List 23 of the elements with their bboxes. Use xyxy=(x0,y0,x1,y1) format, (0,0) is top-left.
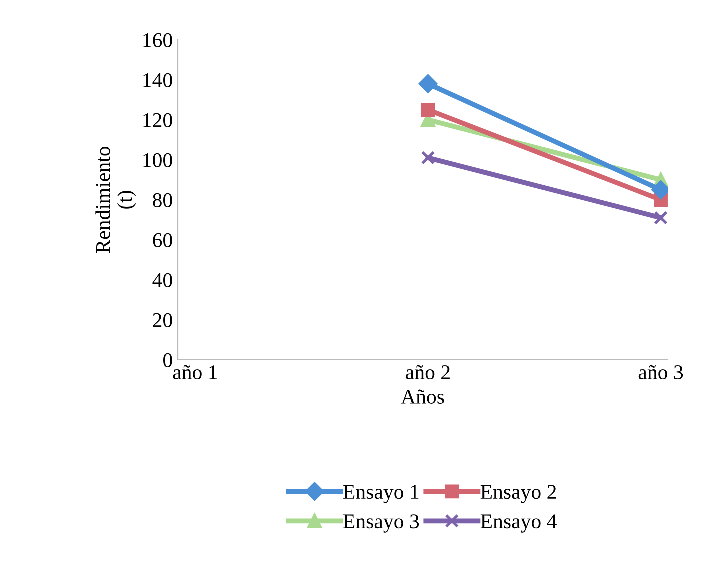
y-tick-label: 160 xyxy=(144,33,172,48)
x-tick-label: año 1 xyxy=(173,365,218,380)
y-tick-label: 0 xyxy=(164,353,172,368)
y-tick-label: 80 xyxy=(153,193,172,208)
legend-label: Ensayo 4 xyxy=(480,514,557,533)
legend-label: Ensayo 3 xyxy=(344,514,420,533)
y-tick-label: 40 xyxy=(152,273,172,288)
y-tick-label: 60 xyxy=(153,233,172,248)
point xyxy=(418,74,438,94)
y-tick-label: 140 xyxy=(144,73,172,88)
x-tick-label: año 2 xyxy=(406,365,450,380)
x-tick-label: año 3 xyxy=(638,365,684,380)
point xyxy=(652,180,668,200)
point xyxy=(421,151,436,165)
y-tick-label: 120 xyxy=(144,113,172,128)
y-tick-label: 20 xyxy=(153,313,172,328)
y-axis-title: Rendimiento (t) xyxy=(96,146,136,254)
y-tick-label: 100 xyxy=(144,153,172,168)
point xyxy=(654,211,668,225)
x-axis-title: Años xyxy=(401,390,444,404)
legend-label: Ensayo 2 xyxy=(480,485,556,504)
legend-label: Ensayo 1 xyxy=(344,485,419,504)
point xyxy=(421,103,436,117)
